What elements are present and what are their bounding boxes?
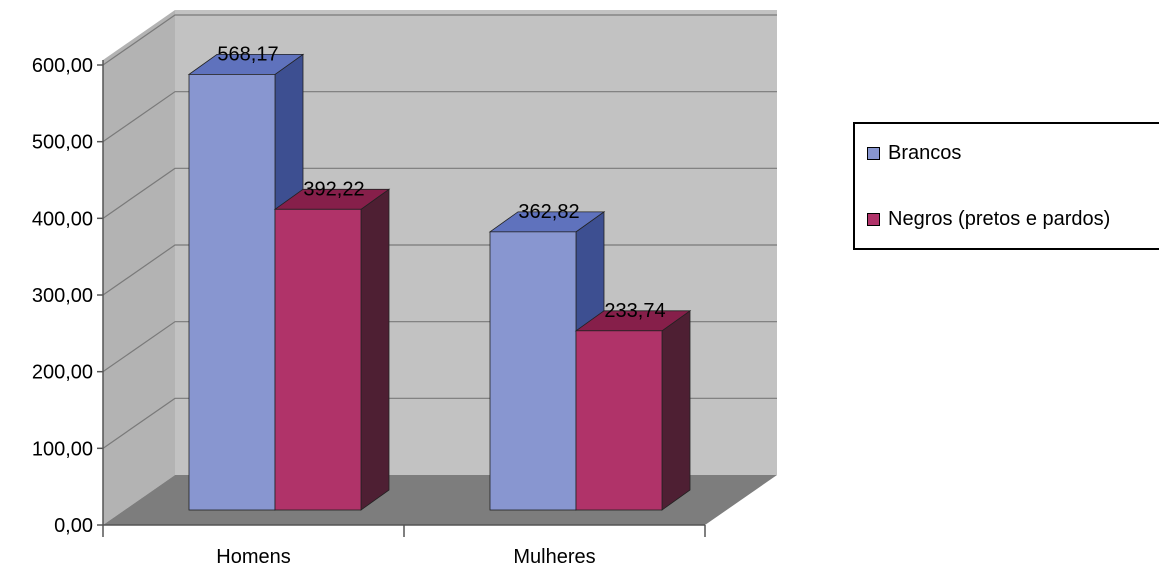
legend-swatch-brancos <box>867 147 880 160</box>
data-label: 392,22 <box>303 178 364 200</box>
legend: Brancos Negros (pretos e pardos) <box>853 122 1159 250</box>
bar <box>575 330 663 511</box>
y-tick-label: 100,00 <box>32 438 93 460</box>
y-tick-label: 500,00 <box>32 132 93 154</box>
y-tick-label: 200,00 <box>32 362 93 384</box>
legend-item-negros: Negros (pretos e pardos) <box>867 208 1110 231</box>
legend-label-brancos: Brancos <box>888 142 962 164</box>
y-tick-label: 0,00 <box>54 515 93 537</box>
gridline <box>102 91 777 143</box>
y-tick-label: 300,00 <box>32 285 93 307</box>
bar <box>188 74 276 511</box>
data-label: 362,82 <box>518 201 579 223</box>
legend-label-negros: Negros (pretos e pardos) <box>888 208 1111 230</box>
y-tick-label: 600,00 <box>32 55 93 77</box>
x-tick-label: Homens <box>216 546 290 568</box>
side-wall <box>103 10 175 525</box>
bar-side <box>661 310 691 511</box>
y-tick-label: 400,00 <box>32 208 93 230</box>
bar-side <box>360 188 390 511</box>
legend-swatch-negros <box>867 213 880 226</box>
legend-item-brancos: Brancos <box>867 142 961 165</box>
gridline <box>102 14 777 66</box>
data-label: 568,17 <box>217 43 278 65</box>
data-label: 233,74 <box>604 300 665 322</box>
bar <box>274 208 362 511</box>
bar <box>489 231 577 511</box>
gridline <box>102 167 777 219</box>
x-tick-label: Mulheres <box>513 546 595 568</box>
